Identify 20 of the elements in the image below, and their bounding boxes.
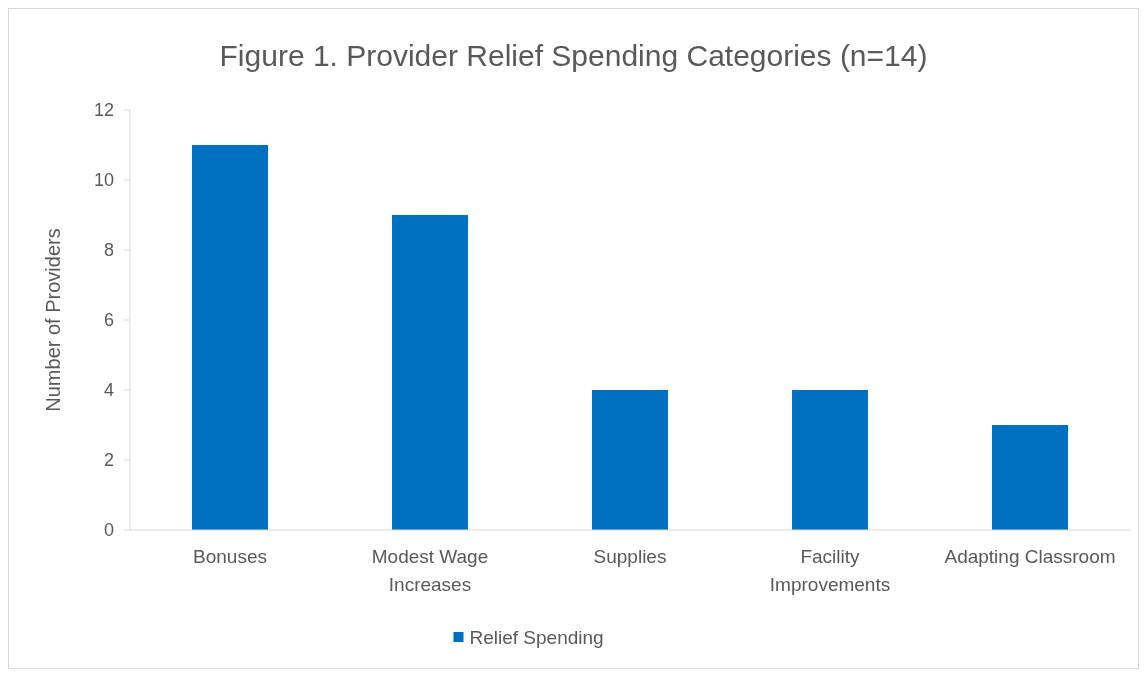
x-tick-label: Facility Improvements [769, 546, 891, 595]
bar [992, 425, 1068, 530]
x-tick-label: Bonuses [193, 546, 267, 567]
y-tick-label: 2 [103, 450, 114, 471]
y-tick-label: 10 [93, 170, 114, 191]
chart-title: Figure 1. Provider Relief Spending Categories (n=14) [219, 39, 928, 72]
y-tick-label: 4 [103, 380, 114, 401]
y-tick-label: 0 [103, 520, 114, 541]
y-tick-label: 8 [103, 240, 114, 261]
legend-label: Relief Spending [469, 626, 604, 648]
x-tick-label: Modest Wage Increases [371, 546, 489, 595]
bar [192, 145, 268, 530]
y-axis-title: Number of Providers [42, 228, 64, 412]
x-tick-label: Supplies [593, 546, 667, 567]
x-tick-label: Adapting Classroom [944, 546, 1116, 567]
y-tick-label: 6 [103, 310, 114, 331]
bar [792, 390, 868, 530]
y-tick-label: 12 [93, 100, 114, 121]
bar [392, 215, 468, 530]
bar [592, 390, 668, 530]
